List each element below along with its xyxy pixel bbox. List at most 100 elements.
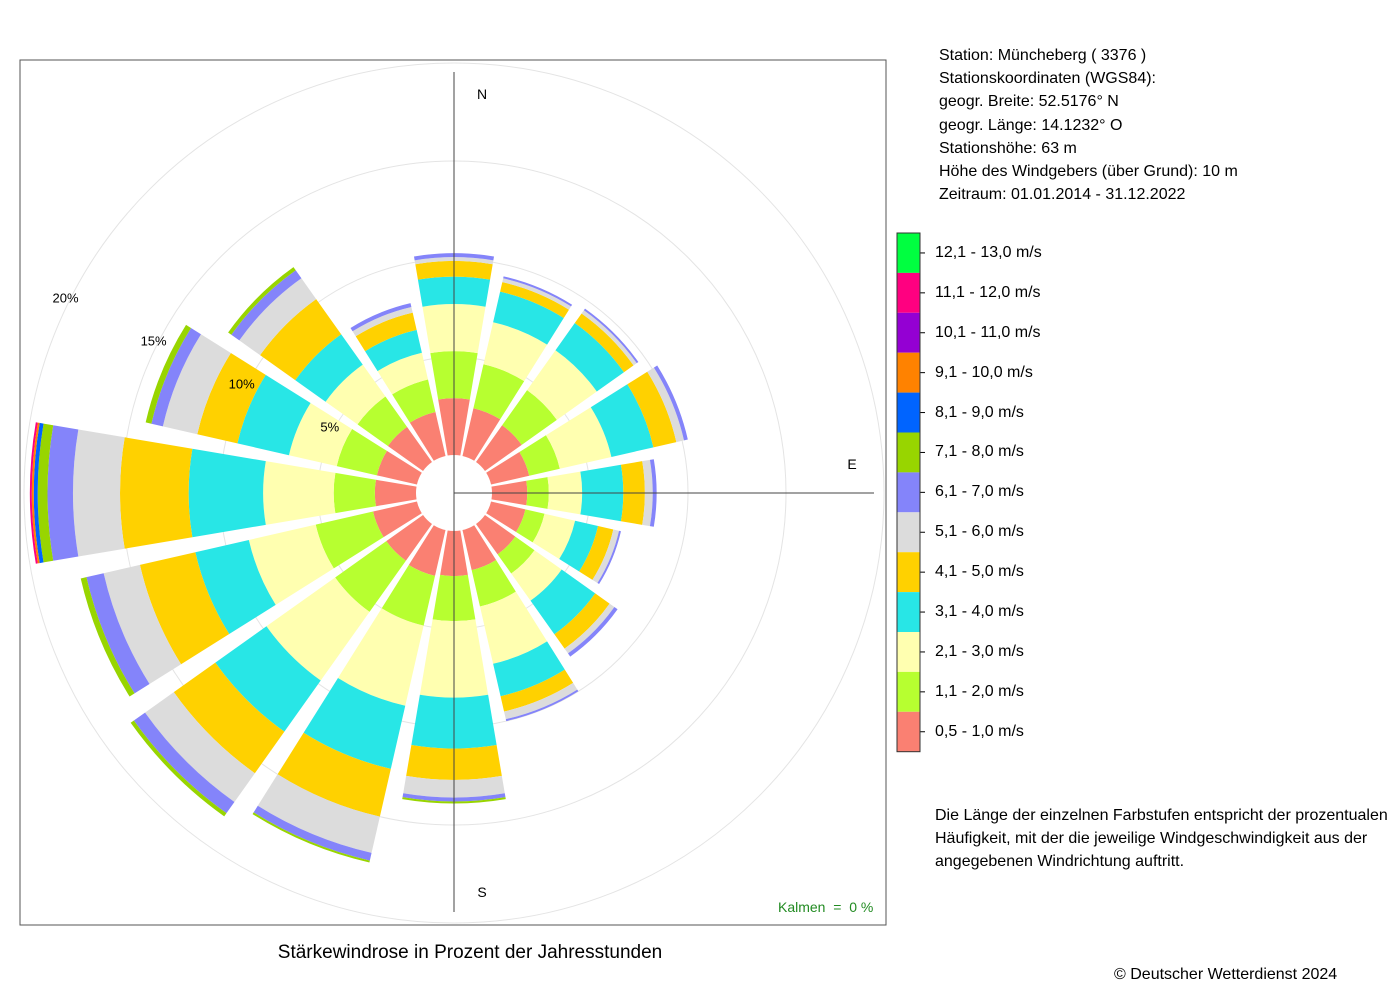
petal-wsw-class-6: [103, 564, 182, 685]
legend-label: 7,1 - 8,0 m/s: [935, 443, 1024, 461]
petal-nne-class-5: [500, 282, 569, 319]
petal-wsw-class-4: [195, 539, 276, 635]
petal-nne-class-1: [462, 408, 501, 461]
petal-ssw-class-7: [253, 805, 372, 861]
radial-tick-label: 5%: [320, 419, 339, 434]
petal-sse-class-6: [504, 682, 578, 720]
petal-ne-class-4: [555, 323, 624, 392]
station-name: Station: Müncheberg ( 3376 ): [939, 47, 1147, 64]
petal-sw-class-5: [173, 662, 285, 774]
petal-sse-class-2: [471, 560, 516, 607]
petal-nne-class-7: [503, 276, 573, 307]
petal-w-class-4: [188, 448, 266, 538]
legend-label: 0,5 - 1,0 m/s: [935, 722, 1024, 740]
legend-swatch: [897, 671, 920, 712]
petal-ssw-class-6: [257, 774, 380, 853]
petal-ene-class-1: [486, 451, 530, 485]
anemometer-height: Höhe des Windgebers (über Grund): 10 m: [939, 163, 1238, 181]
petal-wnw-class-1: [376, 450, 422, 485]
station-coordinates-heading: Stationskoordinaten (WGS84):: [939, 70, 1156, 88]
petal-wsw-class-3: [248, 524, 334, 605]
legend-swatch: [897, 272, 920, 313]
petal-ene-class-7: [653, 365, 688, 441]
legend-label: 3,1 - 4,0 m/s: [935, 603, 1024, 621]
petal-w-class-9: [33, 422, 44, 564]
legend-swatch: [897, 432, 920, 473]
petal-nnw-class-6: [352, 306, 413, 337]
petal-wnw-class-6: [162, 334, 231, 435]
copyright: © Deutscher Wetterdienst 2024: [1114, 966, 1338, 983]
legend-swatch: [897, 512, 920, 553]
direction-label-n: N: [477, 86, 487, 102]
legend-swatch: [897, 472, 920, 513]
petal-ne-class-5: [574, 313, 634, 373]
wind-petals: [29, 253, 688, 863]
grid-ring-20: [23, 62, 885, 924]
legend-label: 6,1 - 7,0 m/s: [935, 483, 1024, 501]
legend-swatch: [897, 233, 920, 273]
petal-sw-class-3: [266, 577, 370, 681]
petal-se-class-2: [497, 536, 535, 574]
legend-label: 10,1 - 11,0 m/s: [935, 323, 1041, 341]
petal-wsw-class-5: [139, 552, 230, 665]
petal-wnw-class-3: [288, 403, 353, 467]
petal-ssw-class-3: [337, 608, 424, 706]
petal-nnw-class-4: [365, 329, 422, 372]
petal-sw-class-8: [130, 720, 227, 817]
petal-wnw-class-2: [336, 429, 387, 476]
radial-tick-label: 10%: [229, 376, 255, 391]
petal-nw-class-5: [260, 299, 342, 381]
petal-ne-class-6: [581, 310, 637, 366]
petal-ssw-class-5: [277, 732, 391, 817]
petal-nw-class-1: [387, 426, 432, 471]
petal-se-class-4: [530, 569, 596, 635]
petal-w-class-5: [120, 437, 193, 549]
petal-s-class-8: [402, 797, 506, 804]
petal-ene-class-2: [519, 435, 560, 476]
petal-sw-class-6: [145, 692, 255, 802]
legend-label: 2,1 - 3,0 m/s: [935, 642, 1024, 660]
petal-sse-class-3: [479, 591, 548, 664]
petal-w-class-1: [374, 479, 417, 507]
petal-w-class-12: [29, 422, 38, 564]
station-latitude: geogr. Breite: 52.5176° N: [939, 93, 1119, 111]
petal-sse-class-1: [462, 525, 497, 571]
petal-ssw-class-1: [408, 525, 446, 576]
legend-note: Die Länge der einzelnen Farbstufen entsp…: [935, 807, 1388, 870]
legend-swatch: [897, 632, 920, 672]
legend-label: 5,1 - 6,0 m/s: [935, 523, 1024, 541]
chart-caption: Stärkewindrose in Prozent der Jahresstun…: [277, 942, 663, 963]
petal-ene-class-5: [627, 371, 677, 448]
petal-nw-class-7: [231, 270, 302, 341]
direction-label-s: S: [477, 884, 486, 900]
petal-ese-class-5: [579, 525, 614, 580]
petal-se-class-6: [564, 603, 615, 654]
legend-label: 11,1 - 12,0 m/s: [935, 283, 1041, 301]
petal-se-class-5: [554, 593, 610, 649]
petal-nw-class-4: [295, 334, 363, 402]
calm-percentage: Kalmen = 0 %: [778, 899, 874, 915]
speed-legend: [896, 232, 925, 753]
radial-tick-label: 20%: [53, 291, 79, 306]
petal-ne-class-1: [476, 425, 522, 471]
legend-swatch: [897, 552, 920, 593]
petal-se-class-3: [511, 550, 562, 601]
petal-wnw-class-7: [151, 328, 201, 427]
petal-sw-class-4: [215, 626, 321, 732]
petal-ese-class-3: [532, 513, 576, 560]
petal-ne-class-3: [527, 350, 597, 420]
petal-wnw-class-5: [197, 353, 266, 444]
time-period: Zeitraum: 01.01.2014 - 31.12.2022: [939, 186, 1186, 204]
petal-nnw-class-2: [392, 379, 436, 423]
petal-ene-class-3: [545, 407, 612, 469]
petal-ese-class-2: [516, 509, 545, 543]
legend-swatch: [897, 352, 920, 393]
direction-label-e: E: [847, 456, 856, 472]
petal-w-class-7: [47, 425, 79, 561]
petal-wsw-class-2: [315, 511, 384, 569]
petal-ese-class-4: [559, 520, 599, 572]
petal-wnw-class-4: [237, 374, 311, 456]
legend-label: 9,1 - 10,0 m/s: [935, 363, 1033, 381]
petal-nne-class-6: [502, 278, 572, 310]
